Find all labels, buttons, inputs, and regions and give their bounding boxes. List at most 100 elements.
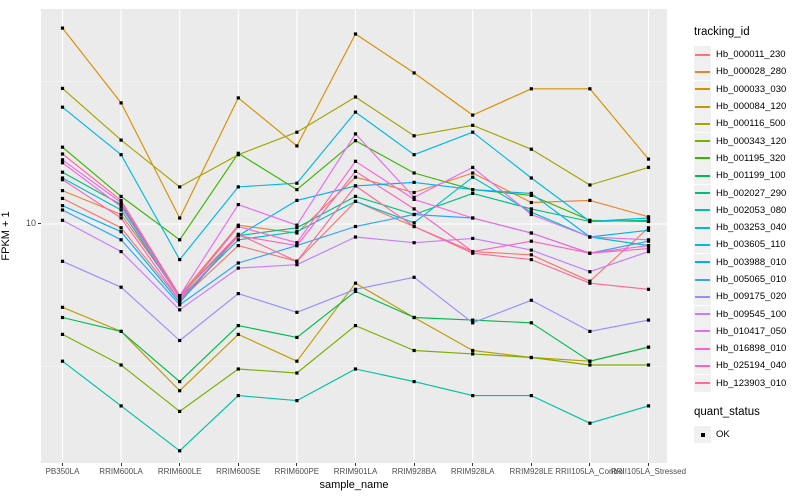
- data-point: [646, 218, 651, 222]
- x-tick-mark: [472, 463, 474, 466]
- data-point: [119, 198, 123, 202]
- legend-key-line-icon: [694, 132, 711, 150]
- data-point: [646, 318, 651, 322]
- data-point: [588, 359, 592, 363]
- series-color-swatch: [695, 192, 710, 195]
- legend-item-Hb_003253_040: Hb_003253_040: [694, 219, 800, 237]
- series-color-swatch: [695, 53, 710, 56]
- data-point: [119, 285, 123, 289]
- data-point: [119, 363, 123, 367]
- data-point: [471, 171, 475, 175]
- series-color-swatch: [695, 70, 710, 73]
- legend-item-label: Hb_002027_290: [716, 187, 787, 199]
- legend-key-line-icon: [694, 253, 711, 271]
- data-point: [295, 241, 299, 245]
- legend-item-Hb_123903_010: Hb_123903_010: [694, 374, 800, 392]
- data-point: [119, 153, 123, 157]
- data-point: [236, 203, 240, 207]
- data-point: [646, 404, 651, 408]
- data-point: [529, 248, 533, 252]
- data-point: [588, 198, 592, 202]
- legend-key-line-icon: [694, 271, 711, 288]
- data-point: [236, 367, 240, 371]
- data-point: [353, 367, 358, 371]
- data-point: [178, 380, 182, 384]
- data-point: [588, 270, 592, 274]
- x-tick-label-RRIM928BA: RRIM928BA: [391, 467, 437, 476]
- legend-item-Hb_000084_120: Hb_000084_120: [694, 98, 800, 116]
- data-point: [646, 226, 651, 230]
- data-point: [529, 394, 533, 398]
- data-point: [60, 158, 65, 162]
- data-point: [471, 251, 475, 255]
- data-point: [295, 335, 299, 339]
- legend-item-label: Hb_001195_320: [716, 152, 786, 164]
- data-point: [236, 232, 240, 236]
- legend-item-label: Hb_002053_080: [716, 204, 787, 216]
- legend-key-line-icon: [694, 340, 711, 358]
- data-point: [119, 194, 123, 198]
- data-point: [529, 321, 533, 325]
- plot-panel: [41, 9, 667, 463]
- x-tick-label-RRIM600PE: RRIM600PE: [274, 467, 320, 476]
- series-color-swatch: [695, 226, 710, 229]
- data-point: [646, 287, 651, 291]
- data-point: [588, 219, 592, 224]
- legend-key-line-icon: [694, 46, 711, 64]
- data-point: [353, 110, 358, 114]
- data-point: [471, 394, 475, 398]
- legend-item-Hb_009545_100: Hb_009545_100: [694, 305, 800, 323]
- data-point: [119, 329, 123, 333]
- series-color-swatch: [695, 295, 710, 298]
- data-point: [471, 165, 475, 169]
- legend-item-label: Hb_010417_050: [716, 325, 787, 337]
- data-point: [412, 171, 416, 175]
- data-point: [412, 134, 416, 138]
- data-point: [119, 203, 123, 207]
- data-point: [529, 176, 533, 180]
- legend-key-line-icon: [694, 357, 711, 375]
- data-point: [412, 380, 416, 384]
- data-point: [471, 123, 475, 127]
- data-point: [588, 235, 592, 239]
- series-color-swatch: [695, 364, 710, 367]
- data-point: [60, 305, 65, 309]
- series-color-swatch: [695, 243, 710, 246]
- data-point: [529, 212, 533, 217]
- data-point: [353, 281, 358, 285]
- legend-item-Hb_016898_010: Hb_016898_010: [694, 340, 800, 358]
- data-point: [471, 318, 475, 322]
- data-point: [295, 198, 299, 202]
- series-color-swatch: [695, 382, 710, 385]
- x-tick-mark: [530, 463, 532, 466]
- x-tick-mark: [413, 463, 415, 466]
- data-point: [60, 218, 65, 222]
- legend-item-label: Hb_009545_100: [716, 308, 787, 320]
- data-point: [60, 105, 65, 109]
- legend-item-Hb_010417_050: Hb_010417_050: [694, 322, 800, 340]
- legend-item-label: Hb_003253_040: [716, 222, 787, 234]
- data-point: [529, 239, 533, 243]
- data-point: [529, 355, 533, 360]
- data-point: [295, 263, 299, 267]
- data-point: [646, 247, 651, 251]
- legend-item-label: Hb_000116_500: [716, 118, 786, 130]
- data-point: [471, 321, 475, 325]
- data-point: [60, 152, 65, 156]
- data-point: [646, 165, 651, 169]
- data-point: [119, 230, 123, 234]
- data-point: [178, 301, 182, 305]
- data-point: [178, 258, 182, 262]
- data-point: [412, 180, 416, 184]
- data-point: [60, 170, 65, 174]
- data-point: [295, 310, 299, 314]
- y-tick-mark: [38, 223, 41, 224]
- legend-key-line-icon: [694, 63, 711, 81]
- legend-item-label: Hb_123903_010: [716, 377, 787, 389]
- series-color-swatch: [695, 174, 710, 177]
- data-point: [236, 292, 240, 296]
- data-point: [529, 193, 533, 197]
- x-tick-label-RRIM600LE: RRIM600LE: [157, 467, 202, 476]
- data-point: [529, 191, 533, 195]
- data-point: [295, 223, 299, 227]
